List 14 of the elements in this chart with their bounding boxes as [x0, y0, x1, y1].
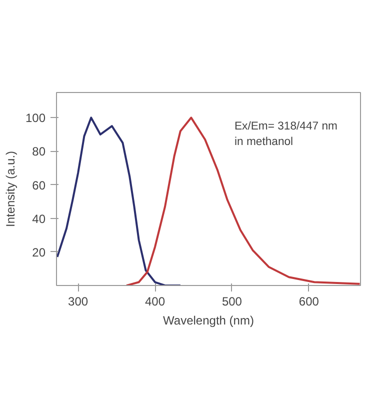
y-tick-label: 100 [25, 111, 46, 126]
x-tick-label: 600 [298, 294, 320, 308]
x-tick-label: 400 [145, 294, 166, 308]
y-tick-label: 60 [32, 178, 46, 192]
line-series [56, 116, 182, 286]
y-tick-label: 80 [32, 144, 46, 159]
x-tick-label: 500 [222, 294, 242, 308]
x-tick-label: 300 [68, 294, 88, 308]
y-axis-title: Intensity (a.u.) [3, 150, 18, 228]
annotation: Ex/Em= 318/447 nm in methanol [234, 120, 338, 148]
x-axis-title: Wavelength (nm) [163, 314, 254, 328]
y-tick-label: 40 [32, 212, 46, 226]
line-series [126, 116, 360, 286]
y-tick-label: 20 [32, 245, 46, 260]
